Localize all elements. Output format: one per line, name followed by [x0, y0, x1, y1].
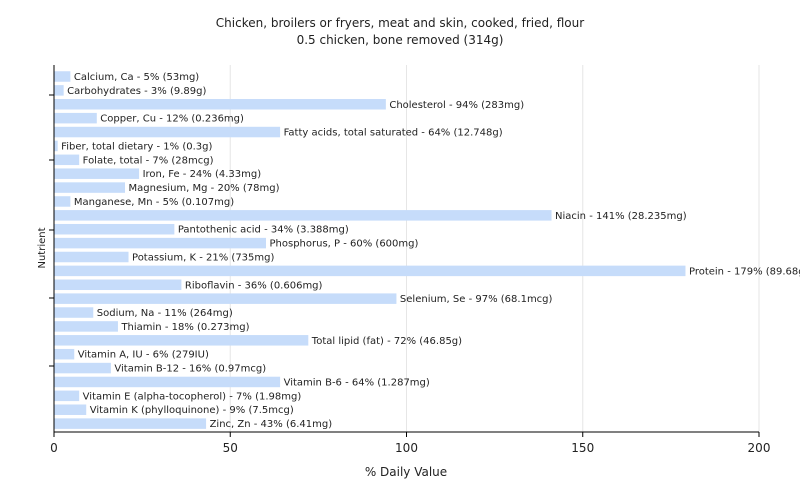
bar — [54, 307, 94, 318]
bar-label: Iron, Fe - 24% (4.33mg) — [143, 169, 262, 180]
bar-label: Phosphorus, P - 60% (600mg) — [270, 239, 419, 250]
bar — [54, 112, 97, 124]
x-tick-label: 150 — [571, 441, 594, 455]
bar — [54, 348, 75, 360]
bar-label: Riboflavin - 36% (0.606mg) — [185, 280, 323, 291]
bar — [54, 196, 71, 207]
bar — [54, 251, 129, 263]
bar — [54, 265, 686, 277]
bar — [54, 418, 207, 429]
bar-label: Vitamin A, IU - 6% (279IU) — [78, 350, 209, 361]
bar — [54, 237, 266, 249]
bar-label: Vitamin B-12 - 16% (0.97mcg) — [114, 364, 266, 375]
bar — [54, 321, 118, 332]
bar-label: Protein - 179% (89.68g) — [689, 266, 800, 277]
axes: 0 50 100 150 200 — [49, 65, 770, 455]
bar-label: Niacin - 141% (28.235mg) — [555, 211, 687, 222]
bars: Calcium, Ca - 5% (53mg) Carbohydrates - 3… — [54, 71, 800, 430]
bar-label: Sodium, Na - 11% (264mg) — [97, 308, 233, 319]
x-tick-label: 100 — [395, 441, 418, 455]
bar — [54, 293, 397, 304]
bar — [54, 140, 58, 152]
bar-label: Pantothenic acid - 34% (3.388mg) — [178, 225, 349, 236]
bar-label: Selenium, Se - 97% (68.1mcg) — [400, 294, 553, 305]
bar — [54, 71, 71, 82]
x-tick-label: 0 — [50, 441, 58, 455]
bar — [54, 279, 182, 291]
x-axis-label: % Daily Value — [365, 465, 447, 479]
bar — [54, 99, 386, 110]
x-tick-label: 200 — [748, 441, 771, 455]
bar-label: Vitamin K (phylloquinone) - 9% (7.5mcg) — [90, 405, 294, 416]
bar-label: Vitamin B-6 - 64% (1.287mg) — [284, 377, 430, 388]
bar — [54, 154, 80, 166]
bar-label: Thiamin - 18% (0.273mg) — [120, 322, 249, 333]
bar-label: Calcium, Ca - 5% (53mg) — [74, 72, 199, 83]
bar — [54, 376, 281, 388]
bar — [54, 404, 87, 415]
bar-label: Magnesium, Mg - 20% (78mg) — [129, 183, 280, 194]
bar-label: Vitamin E (alpha-tocopherol) - 7% (1.98m… — [83, 391, 302, 402]
bar-label: Fatty acids, total saturated - 64% (12.7… — [284, 128, 503, 139]
chart-title: Chicken, broilers or fryers, meat and sk… — [216, 16, 584, 30]
bar-label: Folate, total - 7% (28mcg) — [83, 155, 214, 166]
bar — [54, 126, 281, 138]
bar — [54, 390, 80, 402]
grid-lines — [229, 65, 760, 432]
bar-label: Zinc, Zn - 43% (6.41mg) — [210, 419, 333, 430]
bar-label: Copper, Cu - 12% (0.236mg) — [100, 114, 244, 125]
bar-label: Potassium, K - 21% (735mg) — [132, 253, 274, 264]
bar-label: Carbohydrates - 3% (9.89g) — [67, 86, 206, 97]
bar-label: Cholesterol - 94% (283mg) — [389, 100, 524, 111]
bar — [54, 362, 111, 374]
bar — [54, 210, 552, 221]
bar — [54, 223, 175, 235]
bar-label: Manganese, Mn - 5% (0.107mg) — [74, 197, 234, 208]
bar-label: Fiber, total dietary - 1% (0.3g) — [61, 141, 212, 152]
bar-label: Total lipid (fat) - 72% (46.85g) — [311, 336, 462, 347]
bar — [54, 85, 64, 96]
bar — [54, 335, 309, 346]
bar — [54, 182, 125, 193]
x-tick-label: 50 — [223, 441, 238, 455]
bar — [54, 168, 140, 179]
y-axis-label: Nutrient — [37, 227, 48, 268]
chart-subtitle: 0.5 chicken, bone removed (314g) — [297, 33, 504, 47]
